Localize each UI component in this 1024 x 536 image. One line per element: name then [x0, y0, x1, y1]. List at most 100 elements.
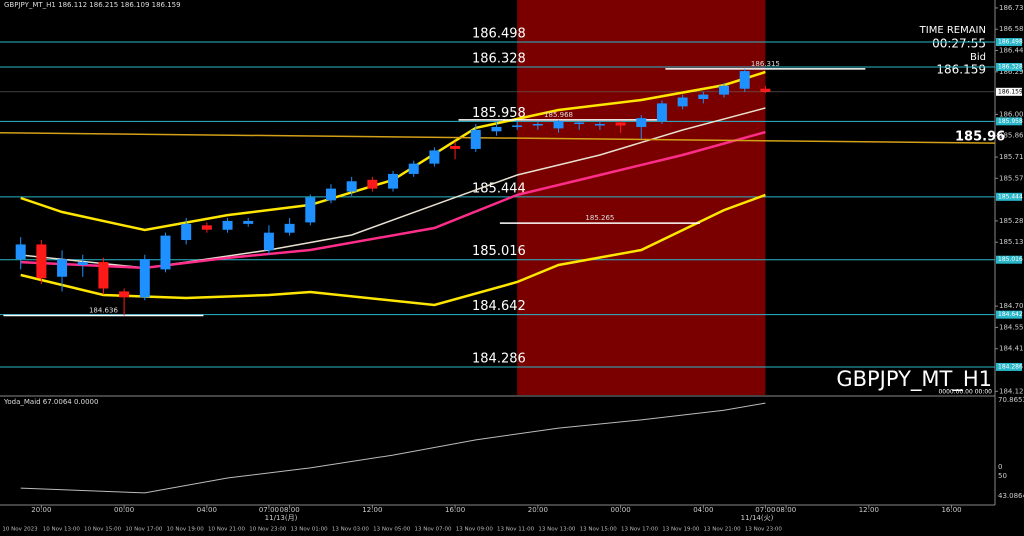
marker-label: 185.265 — [585, 214, 614, 222]
candle-body — [532, 123, 543, 126]
level-box-label: 184.642 — [998, 311, 1023, 318]
candle-body — [719, 85, 730, 95]
x-tick-label: 08:00 — [776, 506, 796, 514]
level-box — [996, 255, 1022, 264]
candle-body — [491, 126, 502, 132]
candle-body — [429, 150, 440, 164]
candle-body — [553, 121, 564, 129]
candle-body — [594, 123, 605, 126]
level-box — [996, 192, 1022, 201]
timestamp: 13 Nov 21:00 — [704, 527, 742, 533]
candle-body — [325, 188, 336, 201]
candle-body — [677, 97, 688, 107]
x-tick-label: 00:00 — [114, 506, 134, 514]
indicator-line — [0, 132, 996, 144]
level-box — [996, 38, 1022, 47]
date-stamp: 0000.00.00 00:00 — [938, 389, 992, 396]
timestamp: 10 Nov 2023 — [2, 527, 38, 533]
candle-body — [698, 94, 709, 100]
level-box-label: 186.498 — [998, 39, 1023, 46]
indicator-scale-label: 43.0864 — [998, 492, 1024, 500]
timestamp: 13 Nov 05:00 — [373, 527, 411, 533]
y-tick-label: 184.410 — [999, 345, 1024, 353]
timestamp: 10 Nov 13:00 — [43, 527, 81, 533]
level-label: 184.642 — [472, 299, 526, 314]
candle-body — [284, 223, 295, 233]
timestamp: 13 Nov 01:00 — [291, 527, 329, 533]
candle-body — [574, 122, 585, 125]
bid-box-label: 186.159 — [998, 88, 1023, 95]
y-tick-label: 186.730 — [999, 4, 1024, 12]
y-tick-label: 185.135 — [999, 238, 1024, 246]
indicator-scale-label: 0 — [998, 463, 1002, 471]
indicator-label: Yoda_Maid 67.0064 0.0000 — [3, 398, 98, 406]
x-tick-label: 00:00 — [610, 506, 630, 514]
marker-label: 184.636 — [89, 307, 118, 315]
level-label: 185.444 — [472, 181, 526, 196]
candle-body — [512, 125, 523, 127]
timestamp: 10 Nov 19:00 — [167, 527, 205, 533]
candle-body — [139, 259, 150, 298]
bid: 186.159 — [936, 63, 986, 77]
x-tick-label: 16:00 — [445, 506, 465, 514]
candle-body — [98, 262, 109, 289]
timestamp: 13 Nov 15:00 — [580, 527, 618, 533]
indicator-line — [20, 130, 766, 270]
level-label: 184.286 — [472, 351, 526, 366]
level-label: 186.498 — [472, 27, 526, 42]
timestamp: 13 Nov 09:00 — [456, 527, 494, 533]
timestamp: 10 Nov 15:00 — [84, 527, 122, 533]
candle-body — [119, 291, 130, 298]
x-tick-label: 07:00 — [755, 506, 775, 514]
candle-body — [450, 146, 461, 149]
y-tick-label: 186.440 — [999, 47, 1024, 55]
timestamp: 10 Nov 21:00 — [208, 527, 246, 533]
level-box-label: 185.016 — [998, 256, 1023, 263]
time-remain-label: TIME REMAIN — [919, 25, 986, 36]
y-tick-label: 184.700 — [999, 302, 1024, 310]
bid-box — [996, 87, 1022, 96]
level-box — [996, 62, 1022, 71]
level-label: 186.328 — [472, 51, 526, 66]
date-label: 11/13(月) — [265, 514, 298, 522]
x-tick-label: 07:00 — [259, 506, 279, 514]
y-tick-label: 184.120 — [999, 387, 1024, 395]
y-tick-label: 186.295 — [999, 68, 1024, 76]
level-box-label: 184.286 — [998, 363, 1023, 370]
y-tick-label: 184.555 — [999, 323, 1024, 331]
candle-body — [57, 259, 68, 277]
timestamp: 13 Nov 03:00 — [332, 527, 370, 533]
level-label: 185.958 — [472, 106, 526, 121]
candle-body — [181, 223, 192, 241]
symbol: GBPJPY_MT_H1 — [836, 367, 992, 392]
candle-body — [15, 244, 26, 260]
y-tick-label: 185.860 — [999, 132, 1024, 140]
y-tick-label: 185.570 — [999, 174, 1024, 182]
time-remain: 00:27:55 — [932, 37, 986, 51]
candle-body — [77, 262, 88, 265]
timestamp: 13 Nov 19:00 — [662, 527, 700, 533]
candle-body — [201, 225, 212, 230]
candle-body — [615, 122, 626, 126]
x-tick-label: 16:00 — [941, 506, 961, 514]
level-box-label: 185.958 — [998, 118, 1023, 125]
candle-body — [656, 103, 667, 122]
level-box-label: 186.328 — [998, 63, 1023, 70]
candle-body — [160, 235, 171, 270]
big-price: 185.96 — [955, 130, 1005, 145]
y-tick-label: 185.280 — [999, 217, 1024, 225]
x-tick-label: 12:00 — [859, 506, 879, 514]
x-tick-label: 12:00 — [362, 506, 382, 514]
y-tick-label: 186.005 — [999, 110, 1024, 118]
session-highlight — [517, 0, 766, 395]
timestamp: 10 Nov 23:00 — [249, 527, 287, 533]
candle-body — [346, 181, 357, 192]
timestamp: 13 Nov 07:00 — [414, 527, 452, 533]
candle-body — [408, 163, 419, 174]
level-box — [996, 362, 1022, 371]
timestamp: 13 Nov 11:00 — [497, 527, 535, 533]
indicator-scale-label: 50 — [998, 472, 1007, 480]
marker-label: 186.315 — [751, 60, 780, 68]
